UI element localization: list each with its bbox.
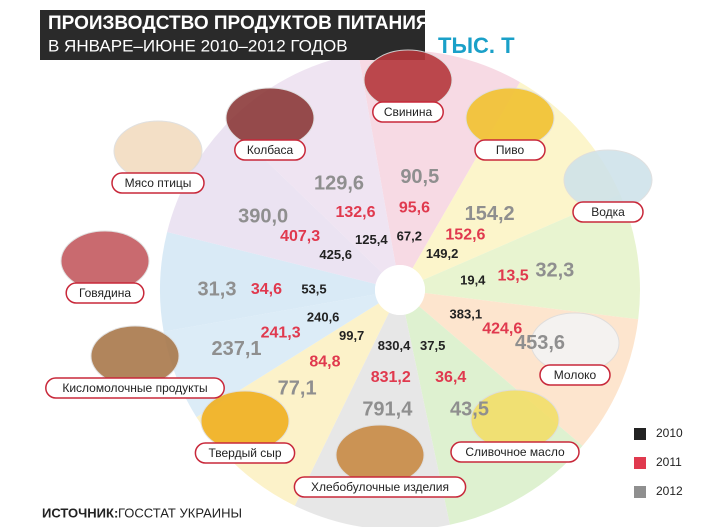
value-label: 84,8 [309, 354, 340, 371]
value-label: 831,2 [371, 369, 411, 386]
product-label: Говядина [79, 286, 131, 300]
legend-label: 2010 [656, 426, 683, 440]
product-image [563, 149, 653, 211]
value-label: 830,4 [378, 338, 411, 353]
value-label: 240,6 [307, 309, 340, 324]
title-box [40, 10, 425, 60]
product-label-box [372, 101, 444, 123]
value-label: 67,2 [397, 229, 422, 244]
product-label-box [539, 364, 611, 386]
wedge [167, 123, 383, 284]
product-image [113, 120, 203, 182]
value-label: 43,5 [450, 399, 489, 421]
product-label-box [234, 139, 306, 161]
value-label: 129,6 [314, 173, 364, 195]
center [375, 265, 425, 315]
value-label: 34,6 [251, 281, 282, 298]
product-image [225, 87, 315, 149]
value-label: 407,3 [280, 228, 320, 245]
legend-swatch [634, 457, 646, 469]
value-label: 31,3 [198, 278, 237, 300]
value-label: 152,6 [445, 226, 485, 243]
product-label-box [450, 441, 580, 463]
value-label: 390,0 [238, 206, 288, 228]
product-label: Колбаса [247, 143, 294, 157]
value-label: 125,4 [355, 232, 388, 247]
product-image [335, 424, 425, 486]
value-label: 425,6 [319, 247, 352, 262]
legend-label: 2011 [656, 455, 682, 469]
source-label: ИСТОЧНИК: [42, 505, 118, 520]
wedge [412, 82, 621, 281]
value-label: 19,4 [460, 273, 486, 288]
value-label: 13,5 [497, 267, 528, 284]
chart-subtitle: В ЯНВАРЕ–ИЮНЕ 2010–2012 ГОДОВ [48, 36, 348, 55]
product-label: Твердый сыр [208, 446, 281, 460]
value-label: 132,6 [335, 204, 375, 221]
value-label: 791,4 [362, 399, 413, 421]
product-image [60, 230, 150, 292]
value-label: 237,1 [211, 338, 261, 360]
product-image [465, 87, 555, 149]
value-label: 95,6 [399, 199, 430, 216]
product-label-box [293, 476, 467, 498]
product-label: Свинина [384, 105, 433, 119]
value-label: 36,4 [435, 369, 466, 386]
value-label: 154,2 [465, 203, 515, 225]
legend-swatch [634, 486, 646, 498]
product-label-box [45, 377, 225, 399]
product-label-box [474, 139, 546, 161]
product-label: Кисломолочные продукты [62, 381, 207, 395]
product-label-box [572, 201, 644, 223]
value-label: 383,1 [450, 307, 483, 322]
product-image [90, 325, 180, 387]
wedge [160, 231, 376, 332]
chart-title: ПРОИЗВОДСТВО ПРОДУКТОВ ПИТАНИЯ [48, 13, 430, 34]
value-label: 149,2 [426, 246, 459, 261]
product-image [200, 390, 290, 452]
value-label: 453,6 [515, 332, 565, 354]
value-label: 32,3 [535, 259, 574, 281]
product-label: Пиво [496, 143, 525, 157]
product-label: Водка [591, 205, 625, 219]
product-label-box [65, 282, 145, 304]
value-label: 424,6 [482, 320, 522, 337]
product-label: Сливочное масло [465, 445, 565, 459]
product-label: Хлебобулочные изделия [311, 480, 449, 494]
product-label: Мясо птицы [125, 176, 192, 190]
product-image [363, 49, 453, 111]
product-label: Молоко [554, 368, 597, 382]
legend-swatch [634, 428, 646, 440]
product-label-box [111, 172, 205, 194]
wedge [422, 194, 640, 320]
value-label: 99,7 [339, 328, 364, 343]
product-label-box [194, 442, 296, 464]
value-label: 37,5 [420, 338, 445, 353]
source-text: ГОССТАТ УКРАИНЫ [118, 505, 242, 520]
legend-label: 2012 [656, 484, 683, 498]
value-label: 241,3 [261, 325, 301, 342]
value-label: 77,1 [278, 378, 317, 400]
value-label: 90,5 [400, 166, 439, 188]
value-label: 53,5 [301, 281, 326, 296]
unit-label: ТЫС. Т [438, 33, 515, 58]
